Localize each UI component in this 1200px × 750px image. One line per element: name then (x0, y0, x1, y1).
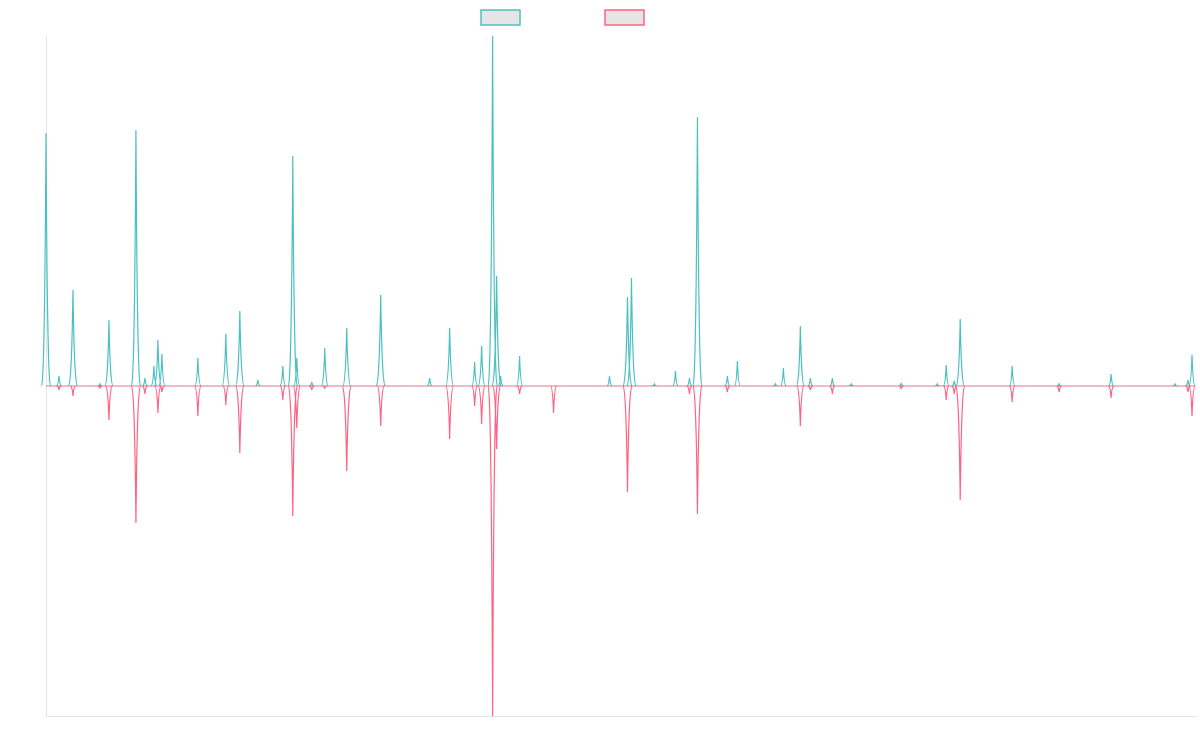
series-1-point (342, 327, 352, 387)
series-1-point (279, 365, 287, 387)
series-1-point (626, 277, 637, 387)
series-1-point (255, 379, 261, 387)
series-2-point (1056, 385, 1062, 393)
series-2-point (341, 385, 352, 472)
legend (480, 9, 645, 26)
series-1-point (606, 375, 613, 387)
series-1-point (130, 129, 142, 387)
series-1-point (375, 294, 386, 387)
series-1-point (194, 357, 202, 387)
series-2-point (322, 385, 328, 390)
series-1-point (692, 116, 703, 387)
series-2-point (235, 385, 245, 454)
series-2-point (292, 385, 301, 429)
series-1-point (795, 325, 805, 387)
plot-area (40, 35, 1196, 717)
series-2-point (159, 385, 165, 393)
series-2-point (104, 385, 113, 421)
series-1-point (471, 361, 479, 387)
series-2-point (692, 385, 703, 515)
series-2-point (622, 385, 633, 493)
series-2-point (491, 385, 502, 450)
series-1-point (1188, 354, 1196, 387)
series-1-point (807, 377, 814, 387)
series-1-point (292, 357, 301, 387)
series-2-point (309, 385, 315, 391)
series-1-point (622, 296, 633, 387)
series-1-point (1108, 373, 1115, 387)
series-2-point (1108, 385, 1115, 399)
series-1-point (309, 381, 315, 387)
series-1-point (780, 367, 787, 387)
series-2-point (686, 385, 693, 395)
series-2-point (898, 385, 904, 390)
series-2-point (97, 385, 103, 390)
series-1-point (1008, 365, 1016, 387)
series-2-point (194, 385, 202, 417)
series-1-point (686, 377, 693, 387)
series-1-point (829, 377, 836, 387)
series-2-point (142, 385, 148, 395)
series-1-point (733, 360, 741, 387)
series-1-point (150, 365, 158, 387)
series-1-point (951, 380, 957, 387)
legend-swatch-1[interactable] (480, 9, 521, 26)
series-1-point (104, 319, 114, 387)
series-2-point (477, 385, 486, 425)
series-1-point (40, 132, 52, 387)
series-1-point (477, 345, 486, 387)
series-1-point (955, 318, 965, 387)
series-1-point (497, 375, 504, 387)
series-2-point (70, 385, 76, 397)
series-2-point (154, 385, 162, 414)
series-2-point (56, 385, 62, 391)
series-2-point (955, 385, 966, 501)
series-2-point (516, 385, 523, 395)
series-2-point (796, 385, 805, 427)
series-2-point (130, 385, 142, 524)
legend-swatch-2[interactable] (604, 9, 645, 26)
series-1-point (287, 155, 298, 387)
series-2-point (1188, 385, 1196, 417)
series-2-point (549, 385, 558, 414)
series-2-point (943, 385, 950, 401)
series-1-point (942, 364, 950, 387)
series-2-point (279, 385, 286, 401)
series-1-point (234, 310, 245, 387)
series-1-point (142, 377, 148, 387)
series-2-point (222, 385, 230, 406)
series-2-point (445, 385, 455, 440)
series-2-point (724, 385, 731, 393)
series-1-point (320, 347, 329, 387)
series-2-point (1008, 385, 1016, 403)
series-2-point (829, 385, 836, 395)
series-1-point (426, 377, 433, 387)
series-1-point (67, 289, 79, 387)
series-1-point (158, 353, 166, 387)
series-2-point (471, 385, 478, 407)
series-1-point (221, 333, 231, 387)
series-2-point (376, 385, 385, 427)
series-2-point (807, 385, 814, 391)
series-1-point (724, 375, 731, 387)
series-1-point (445, 327, 455, 387)
series-1-point (56, 375, 62, 387)
series-1-point (515, 355, 524, 387)
series-1-point (491, 275, 502, 387)
series-1-point (672, 370, 679, 387)
